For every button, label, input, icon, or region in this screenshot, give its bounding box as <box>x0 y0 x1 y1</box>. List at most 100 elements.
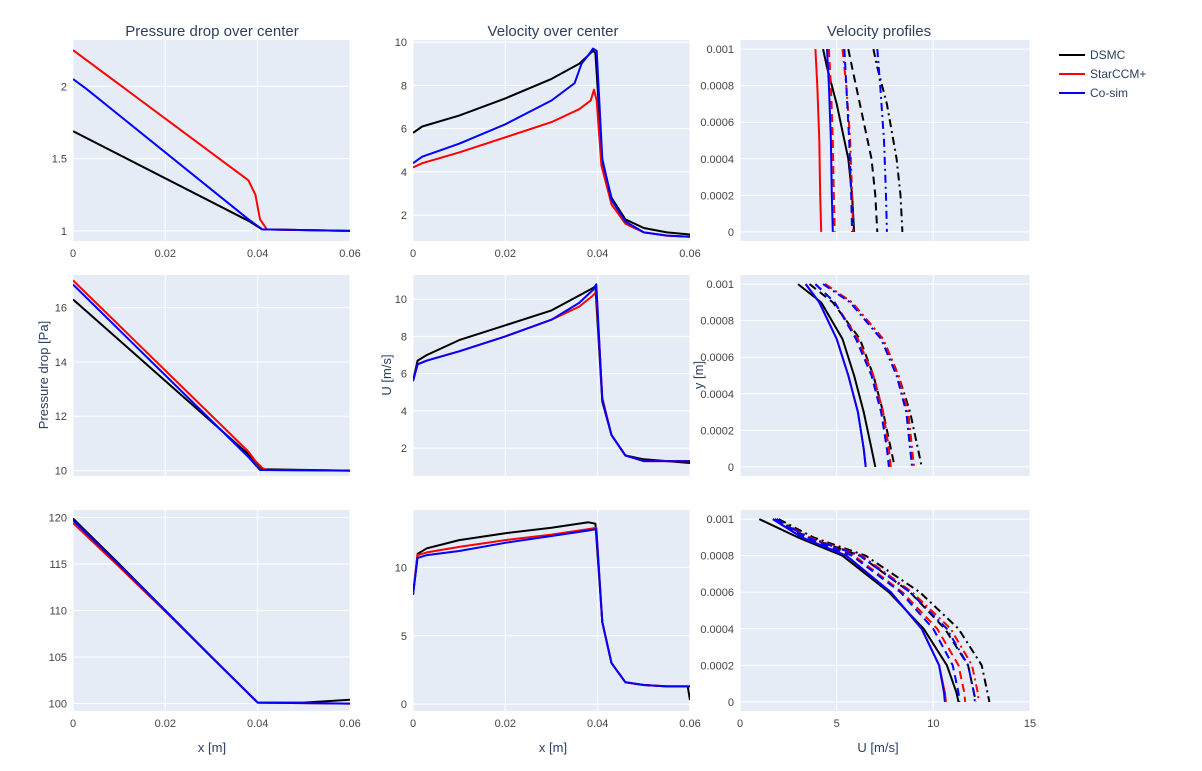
panel-r2c3: 0 0.0002 0.0004 0.0006 0.0008 0.001 <box>700 275 1031 476</box>
xtick-label-r3c3: 0 <box>737 718 743 730</box>
panel-r1c1: 1 1.5 2 0 0.02 0.04 0.06 <box>52 40 361 260</box>
series-line-starccm-dash-r1c3 <box>827 49 836 232</box>
ytick-label-r3c3: 0.0002 <box>700 660 734 672</box>
ytick-label-r3c3: 0.001 <box>706 514 734 526</box>
series-group-r1c1 <box>73 49 350 232</box>
plot-area-r2c3 <box>740 275 1030 476</box>
xtick-label-r1c1: 0.06 <box>339 248 360 260</box>
series-line-co-sim-r3c2 <box>413 528 690 688</box>
panel-r3c2: 0 5 10 0 0.02 0.04 0.06 <box>395 510 701 730</box>
xtick-label-r1c2: 0.02 <box>495 248 516 260</box>
ytick-label-r2c3: 0.001 <box>706 279 734 291</box>
xtick-label-r3c1: 0 <box>70 718 76 730</box>
series-group-r2c3 <box>797 283 923 468</box>
plot-area-r3c3 <box>740 510 1030 711</box>
plot-area-r2c2 <box>413 275 690 476</box>
series-group-r2c2 <box>413 283 690 464</box>
ytick-label-r3c1: 110 <box>49 606 67 618</box>
title-velocity-profiles: Velocity profiles <box>827 23 931 40</box>
ytick-label-r2c3: 0.0008 <box>700 316 734 328</box>
series-line-co-sim-solid-r2c3 <box>804 283 867 468</box>
legend-label-starccm[interactable]: StarCCM+ <box>1090 67 1146 81</box>
ytick-label-r1c2: 10 <box>395 37 407 49</box>
plot-area-r1c2 <box>413 40 690 241</box>
series-line-dsmc-solid-r1c3 <box>822 48 856 232</box>
panel-r2c2: 2 4 6 8 10 <box>395 275 691 476</box>
ytick-label-r3c1: 120 <box>49 512 67 524</box>
series-line-dsmc-dashdot-r1c3 <box>872 48 904 232</box>
ytick-label-r3c2: 5 <box>401 631 407 643</box>
ytick-label-r2c3: 0.0002 <box>700 425 734 437</box>
ytick-label-r3c1: 105 <box>49 652 67 664</box>
ytick-label-r3c1: 115 <box>49 559 67 571</box>
ytick-label-r1c1: 1 <box>61 226 67 238</box>
xtick-label-r3c1: 0.04 <box>247 718 268 730</box>
panel-r2c1: 10 12 14 16 <box>55 275 351 478</box>
ytick-label-r1c3: 0.0008 <box>700 81 734 93</box>
series-group-r1c2 <box>413 47 690 238</box>
ytick-label-r2c2: 4 <box>401 406 407 418</box>
series-line-co-sim-dash-r1c3 <box>843 49 854 232</box>
series-line-dsmc-dashdot-r3c3 <box>778 518 991 703</box>
xlabel-x-col2: x [m] <box>539 740 567 755</box>
series-line-co-sim-r2c2 <box>413 283 690 463</box>
series-line-co-sim-r3c1 <box>73 519 350 705</box>
series-group-r3c1 <box>73 517 350 705</box>
xtick-label-r1c2: 0.06 <box>679 248 700 260</box>
ytick-label-r1c2: 2 <box>401 210 407 222</box>
ytick-label-r1c1: 2 <box>61 81 67 93</box>
ytick-label-r2c1: 16 <box>55 303 67 315</box>
panel-r1c2: 2 4 6 8 10 0 0.02 0.04 0.06 <box>395 37 701 260</box>
ytick-label-r2c1: 12 <box>55 411 67 423</box>
ytick-label-r2c3: 0.0004 <box>700 389 734 401</box>
ytick-label-r3c3: 0 <box>728 697 734 709</box>
xtick-label-r3c3: 15 <box>1024 718 1036 730</box>
xtick-label-r3c2: 0.06 <box>679 718 700 730</box>
xlabel-u-col3: U [m/s] <box>857 740 898 755</box>
legend-label-dsmc[interactable]: DSMC <box>1090 48 1126 62</box>
series-group-r3c3 <box>758 518 991 703</box>
ytick-label-r3c2: 10 <box>395 562 407 574</box>
ytick-label-r3c1: 100 <box>49 699 67 711</box>
ytick-label-r2c1: 14 <box>55 357 67 369</box>
series-group-r2c1 <box>73 279 350 472</box>
title-velocity-center: Velocity over center <box>488 23 619 40</box>
series-line-dsmc-dash-r1c3 <box>847 48 879 232</box>
xtick-label-r1c1: 0.02 <box>155 248 176 260</box>
xtick-label-r1c1: 0.04 <box>247 248 268 260</box>
xlabel-x-col1: x [m] <box>198 740 226 755</box>
legend[interactable]: DSMC StarCCM+ Co-sim <box>1059 48 1146 100</box>
ylabel-velocity: U [m/s] <box>379 354 394 395</box>
series-line-dsmc-dash-r2c3 <box>808 283 896 468</box>
ytick-label-r2c3: 0 <box>728 462 734 474</box>
plot-area-r3c2 <box>413 510 690 711</box>
ytick-label-r1c2: 6 <box>401 124 407 136</box>
series-line-co-sim-r1c2 <box>413 47 690 238</box>
plot-area-r2c1 <box>73 275 350 476</box>
series-line-starccm-dashdot-r2c3 <box>824 283 915 468</box>
ytick-label-r1c3: 0.0004 <box>700 154 734 166</box>
ytick-label-r2c2: 10 <box>395 294 407 306</box>
title-pressure-drop: Pressure drop over center <box>125 23 298 40</box>
ytick-label-r2c2: 2 <box>401 443 407 455</box>
xtick-label-r3c3: 10 <box>927 718 939 730</box>
series-group-r1c3 <box>814 48 904 232</box>
series-line-co-sim-dashdot-r2c3 <box>822 283 914 468</box>
xtick-label-r3c2: 0.02 <box>495 718 516 730</box>
series-line-co-sim-solid-r1c3 <box>826 49 834 232</box>
series-line-starccm-solid-r1c3 <box>814 49 823 232</box>
ytick-label-r1c3: 0.0006 <box>700 117 734 129</box>
series-line-co-sim-dashdot-r3c3 <box>776 518 976 703</box>
series-line-co-sim-r1c1 <box>73 78 350 232</box>
xtick-label-r1c2: 0.04 <box>587 248 608 260</box>
series-line-starccm-dashdot-r3c3 <box>776 518 980 703</box>
xtick-label-r3c2: 0 <box>410 718 416 730</box>
xtick-label-r1c2: 0 <box>410 248 416 260</box>
series-line-co-sim-solid-r3c3 <box>772 518 946 702</box>
ytick-label-r2c1: 10 <box>55 466 67 478</box>
ytick-label-r3c3: 0.0008 <box>700 551 734 563</box>
legend-label-cosim[interactable]: Co-sim <box>1090 86 1128 100</box>
ytick-label-r3c3: 0.0004 <box>700 624 734 636</box>
ytick-label-r2c3: 0.0006 <box>700 352 734 364</box>
